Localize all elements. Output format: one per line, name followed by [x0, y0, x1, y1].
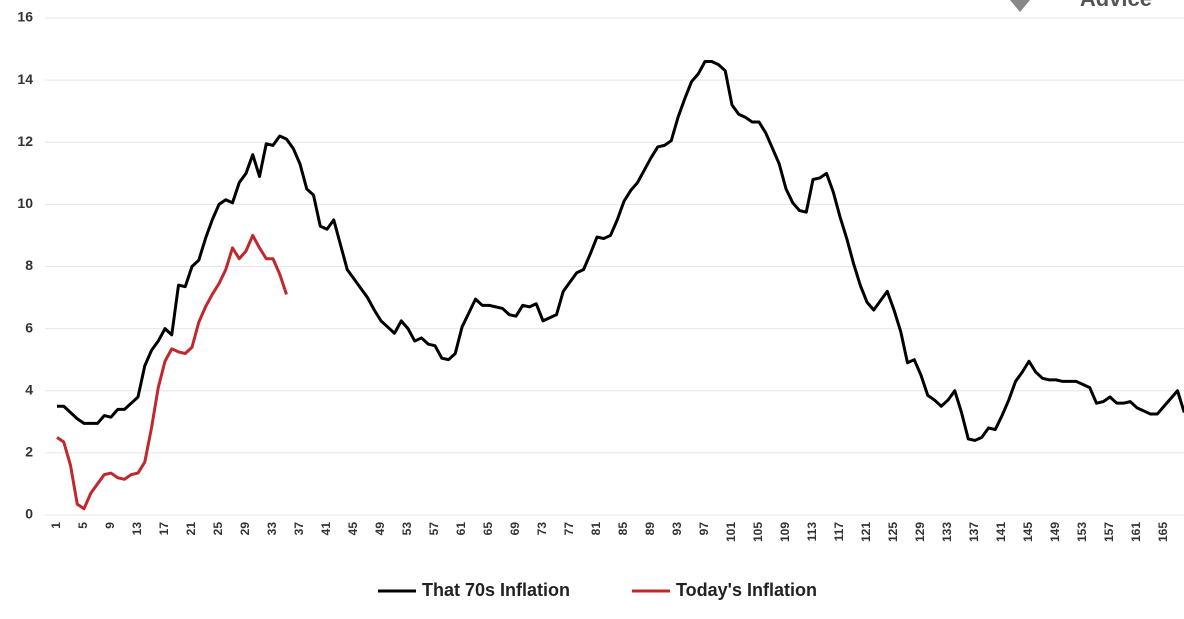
- x-tick-label: 165: [1156, 522, 1170, 542]
- x-tick-label: 145: [1021, 522, 1035, 542]
- x-tick-label: 125: [886, 522, 900, 542]
- legend-label: Today's Inflation: [676, 580, 817, 600]
- x-tick-label: 57: [427, 522, 441, 536]
- y-tick-label: 2: [25, 444, 33, 460]
- x-tick-label: 17: [157, 522, 171, 536]
- x-tick-label: 85: [616, 522, 630, 536]
- y-tick-label: 10: [17, 195, 33, 211]
- x-tick-label: 109: [778, 522, 792, 542]
- x-tick-label: 41: [319, 522, 333, 536]
- y-tick-label: 12: [17, 133, 33, 149]
- x-tick-label: 49: [373, 522, 387, 536]
- series-line: [57, 59, 1184, 442]
- x-tick-label: 5: [76, 522, 90, 529]
- x-tick-label: 29: [238, 522, 252, 536]
- x-tick-label: 45: [346, 522, 360, 536]
- x-tick-label: 65: [481, 522, 495, 536]
- x-tick-label: 137: [967, 522, 981, 542]
- y-tick-label: 0: [25, 506, 33, 522]
- x-tick-label: 97: [697, 522, 711, 536]
- logo-text: Advice: [1080, 0, 1152, 11]
- x-tick-label: 157: [1102, 522, 1116, 542]
- legend-label: That 70s Inflation: [422, 580, 570, 600]
- x-tick-label: 105: [751, 522, 765, 542]
- x-tick-label: 1: [49, 522, 63, 529]
- y-tick-label: 6: [25, 319, 33, 335]
- x-tick-label: 121: [859, 522, 873, 542]
- y-tick-label: 4: [25, 381, 33, 397]
- x-tick-label: 69: [508, 522, 522, 536]
- x-tick-label: 81: [589, 522, 603, 536]
- x-tick-label: 141: [994, 522, 1008, 542]
- y-tick-label: 14: [17, 71, 33, 87]
- x-tick-label: 13: [130, 522, 144, 536]
- x-tick-label: 133: [940, 522, 954, 542]
- x-tick-label: 117: [832, 522, 846, 542]
- x-tick-label: 129: [913, 522, 927, 542]
- series-line: [56, 233, 288, 511]
- x-tick-label: 113: [805, 522, 819, 542]
- x-tick-label: 61: [454, 522, 468, 536]
- x-tick-label: 149: [1048, 522, 1062, 542]
- x-tick-label: 21: [184, 522, 198, 536]
- x-tick-label: 25: [211, 522, 225, 536]
- x-tick-label: 89: [643, 522, 657, 536]
- y-tick-label: 8: [25, 257, 33, 273]
- x-tick-label: 53: [400, 522, 414, 536]
- logo-icon: [1010, 0, 1030, 12]
- x-tick-label: 93: [670, 522, 684, 536]
- x-tick-label: 77: [562, 522, 576, 536]
- x-tick-label: 161: [1129, 522, 1143, 542]
- x-tick-label: 101: [724, 522, 738, 542]
- x-tick-label: 9: [103, 522, 117, 529]
- x-tick-label: 153: [1075, 522, 1089, 542]
- x-tick-label: 37: [292, 522, 306, 536]
- x-tick-label: 73: [535, 522, 549, 536]
- y-tick-label: 16: [17, 9, 33, 25]
- x-tick-label: 33: [265, 522, 279, 536]
